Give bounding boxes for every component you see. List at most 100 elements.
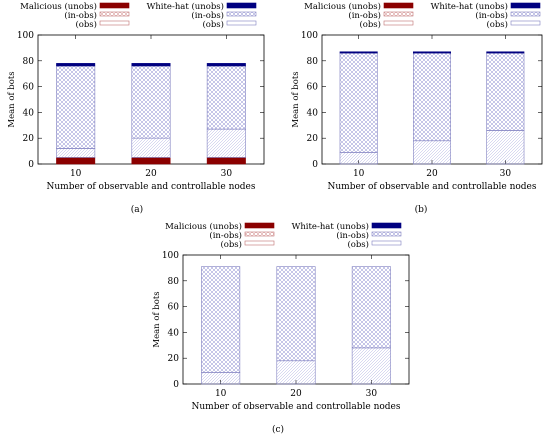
- bar-segment-white-hat-in-obs: [276, 266, 316, 362]
- bar-segment-white-hat-in-obs: [56, 65, 96, 149]
- legend-label-whitehat-unobs: White-hat (unobs): [147, 1, 224, 12]
- panel-label: (c): [272, 424, 284, 434]
- x-tick-label: 10: [70, 169, 82, 179]
- x-tick-label: 20: [426, 169, 438, 179]
- bar-segment-white-hat-unobs: [56, 63, 96, 67]
- legend-label-malicious-unobs: Malicious (unobs): [304, 1, 381, 12]
- bar-segment-white-hat-obs: [56, 148, 96, 158]
- legend: Malicious (unobs) White-hat (unobs)(in-ob…: [20, 1, 257, 30]
- y-tick-label: 80: [23, 57, 35, 67]
- y-tick-label: 20: [168, 354, 180, 364]
- bar-segment-white-hat-obs: [486, 130, 525, 165]
- legend-swatch-whitehat-obs: [226, 20, 257, 26]
- y-tick-label: 40: [307, 108, 319, 118]
- bar-segment-white-hat-unobs: [486, 51, 525, 54]
- bar-segment-white-hat-in-obs: [486, 52, 525, 131]
- bar-stack-20: [412, 51, 451, 165]
- panel-label: (b): [415, 204, 428, 215]
- legend-label-whitehat-obs: (obs): [486, 19, 508, 30]
- bar-segment-white-hat-unobs: [206, 63, 246, 67]
- legend-swatch-malicious-inobs: [244, 231, 275, 237]
- y-tick-label: 0: [312, 160, 318, 170]
- bar-segment-white-hat-unobs: [339, 51, 378, 54]
- legend-label-malicious-obs: (obs): [359, 19, 381, 30]
- panel-label: (a): [131, 204, 143, 215]
- bar-stack-30: [206, 63, 246, 165]
- y-axis-label: Mean of bots: [291, 71, 301, 127]
- x-tick-label: 30: [366, 389, 378, 399]
- bar-segment-white-hat-in-obs: [339, 52, 378, 153]
- legend-swatch-whitehat-inobs: [510, 11, 541, 17]
- bar-segment-white-hat-unobs: [131, 63, 171, 67]
- legend-swatch-whitehat-unobs: [510, 2, 541, 9]
- legend-swatch-whitehat-inobs: [226, 11, 257, 17]
- legend-label-malicious-inobs: (in-obs): [348, 10, 381, 21]
- chart-panel-1: Malicious (unobs) White-hat (unobs)(in-ob…: [7, 1, 265, 215]
- legend-swatch-whitehat-inobs: [371, 231, 402, 237]
- legend-swatch-malicious-inobs: [99, 11, 130, 17]
- bar-segment-white-hat-obs: [201, 372, 241, 385]
- bar-stack-20: [131, 63, 171, 165]
- legend-swatch-malicious-obs: [383, 20, 414, 26]
- bar-segment-white-hat-obs: [206, 128, 246, 158]
- y-tick-label: 100: [17, 31, 34, 41]
- y-tick-label: 100: [301, 31, 318, 41]
- legend: Malicious (unobs) White-hat (unobs) (in-ob…: [304, 1, 541, 30]
- legend-swatch-whitehat-obs: [510, 20, 541, 26]
- axes: 0 20 40 60 80 100 Mean of bots 10 20 30 Number of …: [7, 31, 265, 192]
- legend-swatch-whitehat-obs: [371, 240, 402, 246]
- x-tick-label: 30: [221, 169, 233, 179]
- legend-swatch-malicious-obs: [99, 20, 130, 26]
- legend-label-whitehat-inobs: (in-obs): [191, 10, 224, 21]
- legend-label-malicious-obs: (obs): [75, 19, 97, 30]
- bar-segment-white-hat-in-obs: [206, 65, 246, 130]
- chart-panel-3: Malicious (unobs) White-hat (unobs)(in-ob…: [152, 221, 410, 434]
- bar-segment-malicious-unobs: [206, 157, 246, 165]
- y-tick-label: 60: [168, 303, 180, 313]
- legend-swatch-malicious-obs: [244, 240, 275, 246]
- y-axis-label: Mean of bots: [7, 71, 17, 127]
- x-tick-label: 10: [215, 389, 227, 399]
- legend-swatch-malicious-unobs: [383, 2, 414, 9]
- x-axis-label: Number of observable and controllable no…: [327, 182, 536, 192]
- bar-segment-white-hat-unobs: [412, 51, 451, 54]
- bar-segment-white-hat-obs: [339, 152, 378, 165]
- legend-swatch-malicious-inobs: [383, 11, 414, 17]
- bar-segment-white-hat-obs: [351, 347, 391, 385]
- bar-segment-white-hat-in-obs: [131, 65, 171, 139]
- bar-segment-white-hat-in-obs: [412, 52, 451, 142]
- y-tick-label: 80: [168, 277, 180, 287]
- chart-panel-2: Malicious (unobs) White-hat (unobs) (in-ob…: [291, 1, 543, 215]
- legend-label-whitehat-obs: (obs): [202, 19, 224, 30]
- bar-segment-white-hat-in-obs: [351, 266, 391, 349]
- x-axis-label: Number of observable and controllable no…: [191, 402, 400, 412]
- legend-swatch-whitehat-unobs: [371, 222, 402, 229]
- legend-label-malicious-inobs: (in-obs): [64, 10, 97, 21]
- bar-stack-10: [201, 266, 241, 385]
- legend-swatch-whitehat-unobs: [226, 2, 257, 9]
- bar-segment-white-hat-obs: [276, 360, 316, 385]
- y-tick-label: 100: [162, 251, 179, 261]
- y-tick-label: 20: [23, 134, 35, 144]
- legend-label-whitehat-unobs: White-hat (unobs): [431, 1, 508, 12]
- y-tick-label: 60: [307, 83, 319, 93]
- x-tick-label: 20: [290, 389, 302, 399]
- bar-segment-white-hat-in-obs: [201, 266, 241, 373]
- bar-stack-20: [276, 266, 316, 385]
- x-axis-label: Number of observable and controllable no…: [46, 182, 255, 192]
- bar-segment-white-hat-obs: [412, 140, 451, 165]
- y-tick-label: 0: [173, 380, 179, 390]
- legend-label-malicious-unobs: Malicious (unobs): [165, 221, 242, 232]
- bar-segment-malicious-unobs: [56, 157, 96, 165]
- legend-label-malicious-obs: (obs): [220, 239, 242, 250]
- bar-stack-30: [351, 266, 391, 385]
- legend-swatch-malicious-unobs: [99, 2, 130, 9]
- legend-label-whitehat-obs: (obs): [347, 239, 369, 250]
- bar-stack-10: [339, 51, 378, 165]
- bar-segment-white-hat-obs: [131, 137, 171, 158]
- y-tick-label: 80: [307, 57, 319, 67]
- bar-stack-30: [486, 51, 525, 165]
- x-tick-label: 10: [353, 169, 365, 179]
- legend-swatch-malicious-unobs: [244, 222, 275, 229]
- x-tick-label: 30: [500, 169, 512, 179]
